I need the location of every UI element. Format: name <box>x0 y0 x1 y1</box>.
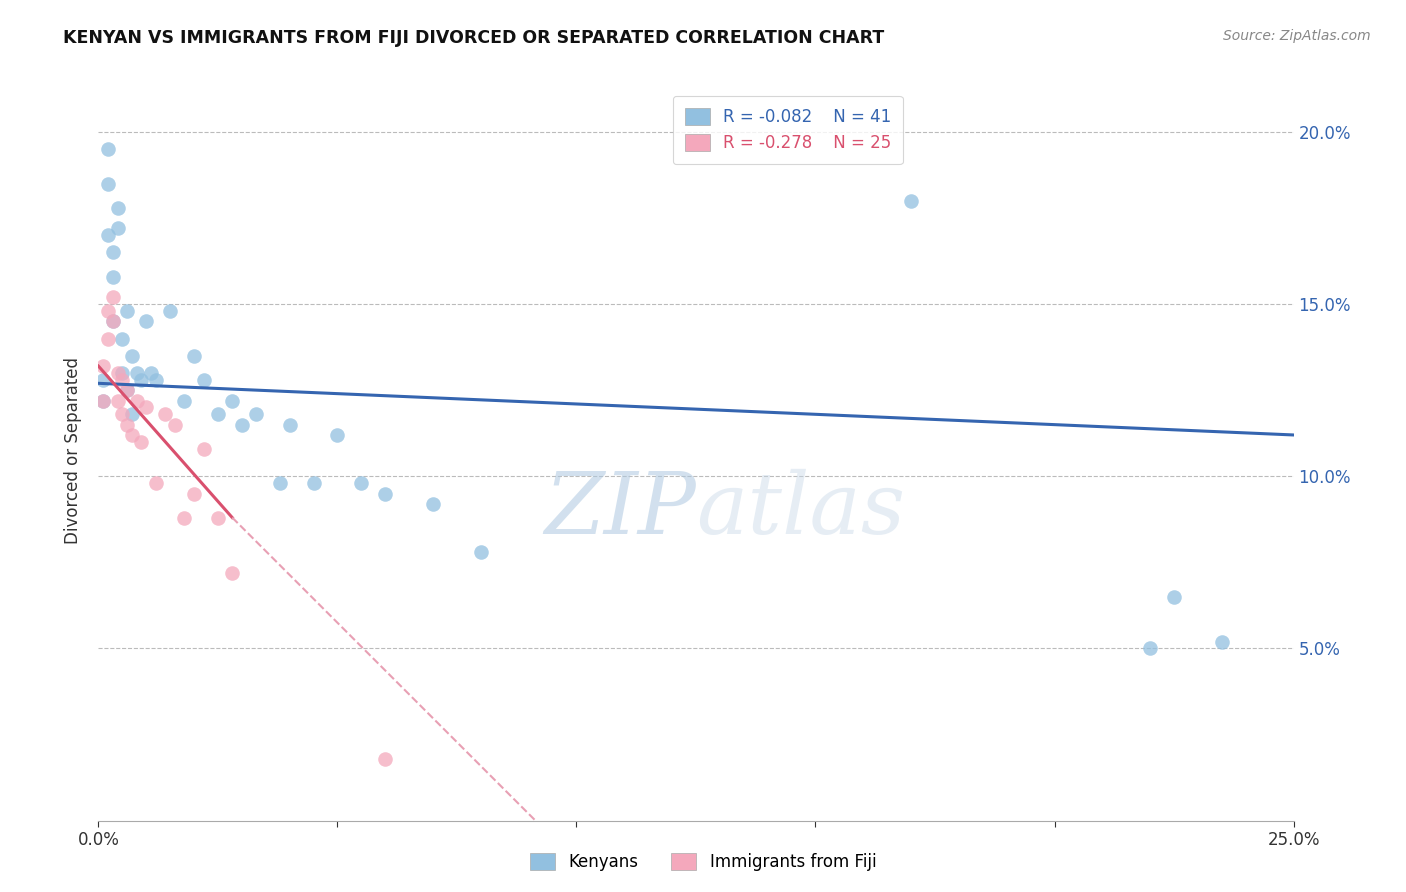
Point <box>269 476 291 491</box>
Legend: R = -0.082    N = 41, R = -0.278    N = 25: R = -0.082 N = 41, R = -0.278 N = 25 <box>673 96 903 164</box>
Point <box>193 442 215 456</box>
Point <box>107 201 129 215</box>
Point <box>207 407 229 421</box>
Point <box>173 510 195 524</box>
Point <box>326 428 349 442</box>
Point <box>91 359 114 373</box>
Point <box>115 417 138 432</box>
Text: KENYAN VS IMMIGRANTS FROM FIJI DIVORCED OR SEPARATED CORRELATION CHART: KENYAN VS IMMIGRANTS FROM FIJI DIVORCED … <box>63 29 884 46</box>
Point <box>374 752 396 766</box>
Point <box>1139 641 1161 656</box>
Point <box>131 434 153 449</box>
Point <box>193 373 215 387</box>
Point <box>107 221 129 235</box>
Point <box>125 366 148 380</box>
Point <box>97 228 120 243</box>
Point <box>278 417 301 432</box>
Point <box>245 407 267 421</box>
Point <box>101 245 124 260</box>
Point <box>350 476 373 491</box>
Point <box>111 407 134 421</box>
Point <box>115 383 138 397</box>
Point <box>221 566 243 580</box>
Point <box>121 349 143 363</box>
Point <box>302 476 325 491</box>
Point <box>131 373 153 387</box>
Point <box>173 393 195 408</box>
Point <box>97 304 120 318</box>
Point <box>135 314 157 328</box>
Point <box>121 407 143 421</box>
Point <box>91 393 114 408</box>
Point <box>97 332 120 346</box>
Point <box>97 142 120 156</box>
Point <box>101 314 124 328</box>
Point <box>422 497 444 511</box>
Point <box>111 332 134 346</box>
Point <box>101 269 124 284</box>
Point <box>139 366 162 380</box>
Point <box>470 545 492 559</box>
Point <box>145 373 167 387</box>
Point <box>155 407 177 421</box>
Point <box>135 401 157 415</box>
Point <box>101 314 124 328</box>
Point <box>900 194 922 208</box>
Point <box>111 373 134 387</box>
Point <box>121 428 143 442</box>
Legend: Kenyans, Immigrants from Fiji: Kenyans, Immigrants from Fiji <box>522 845 884 880</box>
Point <box>125 393 148 408</box>
Point <box>159 304 181 318</box>
Text: Source: ZipAtlas.com: Source: ZipAtlas.com <box>1223 29 1371 43</box>
Point <box>111 366 134 380</box>
Point <box>97 177 120 191</box>
Text: ZIP: ZIP <box>544 468 696 551</box>
Point <box>221 393 243 408</box>
Point <box>145 476 167 491</box>
Point <box>1163 590 1185 604</box>
Point <box>115 383 138 397</box>
Point <box>115 304 138 318</box>
Point <box>107 393 129 408</box>
Point <box>374 486 396 500</box>
Text: atlas: atlas <box>696 468 905 551</box>
Point <box>107 366 129 380</box>
Point <box>101 290 124 304</box>
Point <box>91 373 114 387</box>
Point <box>163 417 186 432</box>
Point <box>207 510 229 524</box>
Point <box>183 486 205 500</box>
Point <box>91 393 114 408</box>
Point <box>1211 634 1233 648</box>
Y-axis label: Divorced or Separated: Divorced or Separated <box>63 357 82 544</box>
Point <box>183 349 205 363</box>
Point <box>231 417 253 432</box>
